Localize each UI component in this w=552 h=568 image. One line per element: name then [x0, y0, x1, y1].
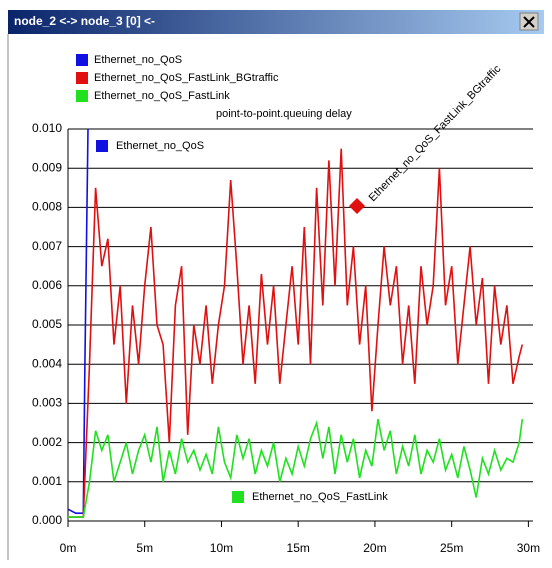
legend-swatch: [76, 90, 88, 102]
y-tick-label: 0.009: [32, 160, 62, 174]
x-tick-label: 25m: [440, 541, 463, 555]
y-tick-label: 0.004: [32, 356, 62, 370]
series-marker: [349, 198, 365, 214]
series-line: [68, 418, 524, 518]
chart-subtitle: point-to-point.queuing delay: [216, 108, 352, 120]
legend-label: Ethernet_no_QoS_FastLink: [94, 90, 230, 102]
window-title: node_2 <-> node_3 [0] <-: [14, 14, 155, 28]
legend-label: Ethernet_no_QoS: [94, 54, 182, 66]
y-tick-label: 0.008: [32, 200, 62, 214]
title-bar: [8, 10, 544, 34]
legend-swatch: [76, 54, 88, 66]
series-marker: [96, 140, 108, 152]
series-marker: [232, 491, 244, 503]
x-tick-label: 20m: [363, 541, 386, 555]
x-tick-label: 0m: [60, 541, 77, 555]
y-tick-label: 0.007: [32, 239, 62, 253]
close-button[interactable]: [519, 12, 539, 31]
x-tick-label: 5m: [136, 541, 153, 555]
x-tick-label: 10m: [210, 541, 233, 555]
y-tick-label: 0.003: [32, 396, 62, 410]
y-tick-label: 0.006: [32, 278, 62, 292]
y-tick-label: 0.002: [32, 435, 62, 449]
series-label: Ethernet_no_QoS_FastLink: [252, 491, 388, 503]
y-tick-label: 0.005: [32, 317, 62, 331]
y-tick-label: 0.010: [32, 121, 62, 135]
x-tick-label: 30m: [517, 541, 540, 555]
y-tick-label: 0.001: [32, 474, 62, 488]
series-line: [68, 148, 524, 518]
legend-label: Ethernet_no_QoS_FastLink_BGtraffic: [94, 72, 279, 84]
x-tick-label: 15m: [287, 541, 310, 555]
series-label: Ethernet_no_QoS: [116, 140, 204, 152]
y-tick-label: 0.000: [32, 513, 62, 527]
legend-swatch: [76, 72, 88, 84]
